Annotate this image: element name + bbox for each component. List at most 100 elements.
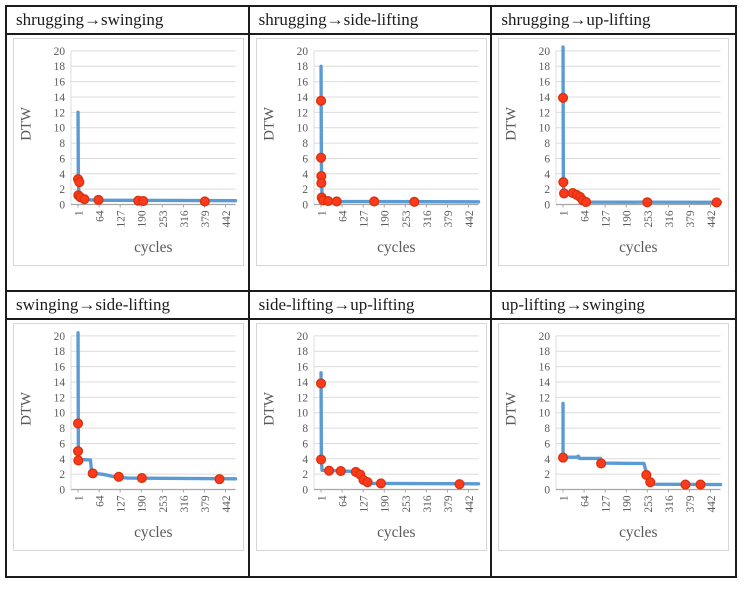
svg-text:253: 253 — [400, 210, 412, 227]
svg-text:20: 20 — [539, 46, 551, 58]
svg-text:8: 8 — [302, 423, 308, 435]
svg-text:4: 4 — [545, 169, 551, 181]
svg-text:10: 10 — [54, 408, 66, 420]
svg-text:4: 4 — [545, 454, 551, 466]
svg-text:8: 8 — [302, 138, 308, 150]
svg-text:16: 16 — [54, 77, 66, 89]
svg-text:4: 4 — [302, 169, 308, 181]
svg-text:18: 18 — [539, 346, 551, 358]
svg-text:DTW: DTW — [261, 392, 277, 426]
svg-text:cycles: cycles — [377, 524, 415, 541]
svg-text:379: 379 — [443, 210, 455, 227]
svg-text:190: 190 — [137, 495, 149, 512]
svg-text:64: 64 — [337, 210, 349, 222]
svg-text:442: 442 — [464, 210, 476, 227]
svg-text:253: 253 — [643, 495, 655, 512]
svg-text:8: 8 — [545, 138, 551, 150]
svg-text:0: 0 — [545, 200, 551, 212]
svg-text:6: 6 — [302, 438, 308, 450]
panel-title-shrugging-up-lifting: shrugging→up-lifting — [492, 7, 735, 35]
svg-text:2: 2 — [545, 184, 551, 196]
svg-text:127: 127 — [116, 210, 128, 227]
svg-text:8: 8 — [59, 423, 65, 435]
panel-shrugging-swinging: 0 2 4 6 8 10 12 14 16 18 20 1 64 127 190 253 316 379 442 DT… — [7, 35, 250, 292]
svg-text:64: 64 — [580, 210, 592, 222]
svg-text:18: 18 — [539, 61, 551, 73]
svg-text:12: 12 — [539, 107, 551, 119]
svg-text:DTW: DTW — [504, 392, 520, 426]
svg-text:6: 6 — [545, 438, 551, 450]
svg-text:1: 1 — [316, 210, 328, 216]
panel-side-lifting-up-lifting: 0 2 4 6 8 10 12 14 16 18 20 1 64 127 190 253 316 379 442 DT… — [249, 320, 493, 576]
svg-text:316: 316 — [664, 210, 676, 227]
svg-text:379: 379 — [200, 210, 212, 227]
svg-text:0: 0 — [302, 485, 308, 497]
svg-text:1: 1 — [73, 210, 85, 216]
svg-text:16: 16 — [296, 77, 308, 89]
svg-text:14: 14 — [296, 377, 308, 389]
dtw-chart-shrugging-swinging: 0 2 4 6 8 10 12 14 16 18 20 1 64 127 190 253 316 379 442 DT… — [18, 46, 238, 256]
svg-text:DTW: DTW — [18, 107, 34, 141]
chart-box: 0 2 4 6 8 10 12 14 16 18 20 1 64 127 190 253 316 379 442 DT… — [255, 323, 487, 551]
svg-text:cycles: cycles — [134, 524, 172, 541]
svg-text:20: 20 — [54, 331, 66, 343]
svg-text:6: 6 — [59, 153, 65, 165]
svg-text:2: 2 — [302, 184, 308, 196]
svg-text:20: 20 — [296, 46, 308, 58]
svg-text:10: 10 — [296, 408, 308, 420]
svg-text:64: 64 — [95, 495, 107, 507]
svg-text:cycles: cycles — [134, 239, 172, 256]
panel-up-lifting-swinging: 0 2 4 6 8 10 12 14 16 18 20 1 64 127 190 253 316 379 442 DT… — [492, 320, 735, 576]
dtw-chart-shrugging-side-lifting: 0 2 4 6 8 10 12 14 16 18 20 1 64 127 190 253 316 379 442 DT… — [261, 46, 480, 256]
svg-text:190: 190 — [137, 210, 149, 227]
figure-table: shrugging→swinging shrugging→side-liftin… — [5, 5, 737, 578]
panel-title-swinging-side-lifting: swinging→side-lifting — [7, 292, 250, 320]
svg-text:4: 4 — [59, 454, 65, 466]
svg-text:1: 1 — [559, 210, 571, 216]
svg-text:127: 127 — [358, 210, 370, 227]
svg-text:190: 190 — [622, 495, 634, 512]
svg-text:1: 1 — [73, 495, 85, 501]
svg-text:442: 442 — [221, 495, 233, 512]
svg-text:0: 0 — [302, 200, 308, 212]
svg-text:316: 316 — [179, 495, 191, 512]
panel-swinging-side-lifting: 0 2 4 6 8 10 12 14 16 18 20 1 64 127 190 253 316 379 442 DT… — [7, 320, 250, 576]
panel-title-shrugging-side-lifting: shrugging→side-lifting — [249, 7, 493, 35]
svg-text:20: 20 — [54, 46, 66, 58]
svg-text:18: 18 — [54, 61, 66, 73]
panel-shrugging-up-lifting: 0 2 4 6 8 10 12 14 16 18 20 1 64 127 190 253 316 379 442 DT… — [492, 35, 735, 292]
svg-text:253: 253 — [158, 210, 170, 227]
svg-text:316: 316 — [179, 210, 191, 227]
svg-text:442: 442 — [464, 495, 476, 512]
svg-text:0: 0 — [59, 200, 65, 212]
svg-text:14: 14 — [54, 377, 66, 389]
svg-text:64: 64 — [337, 495, 349, 507]
svg-text:DTW: DTW — [504, 107, 520, 141]
svg-text:10: 10 — [296, 123, 308, 135]
chart-box: 0 2 4 6 8 10 12 14 16 18 20 1 64 127 190 253 316 379 442 DT… — [498, 38, 730, 266]
svg-text:127: 127 — [601, 495, 613, 512]
svg-text:442: 442 — [221, 210, 233, 227]
svg-text:DTW: DTW — [18, 392, 34, 426]
svg-text:127: 127 — [116, 495, 128, 512]
svg-text:0: 0 — [545, 485, 551, 497]
svg-text:12: 12 — [296, 107, 308, 119]
panel-title-up-lifting-swinging: up-lifting→swinging — [492, 292, 735, 320]
svg-text:18: 18 — [296, 346, 308, 358]
svg-text:10: 10 — [539, 408, 551, 420]
svg-text:2: 2 — [59, 469, 65, 481]
svg-text:12: 12 — [539, 392, 551, 404]
chart-box: 0 2 4 6 8 10 12 14 16 18 20 1 64 127 190 253 316 379 442 DT… — [13, 323, 244, 551]
svg-text:1: 1 — [559, 495, 571, 501]
panel-title-shrugging-swinging: shrugging→swinging — [7, 7, 250, 35]
panel-shrugging-side-lifting: 0 2 4 6 8 10 12 14 16 18 20 1 64 127 190 253 316 379 442 DT… — [249, 35, 493, 292]
dtw-chart-shrugging-up-lifting: 0 2 4 6 8 10 12 14 16 18 20 1 64 127 190 253 316 379 442 DT… — [504, 45, 723, 256]
svg-text:253: 253 — [158, 495, 170, 512]
svg-text:6: 6 — [302, 153, 308, 165]
svg-text:316: 316 — [664, 495, 676, 512]
svg-text:16: 16 — [296, 362, 308, 374]
svg-text:442: 442 — [706, 495, 718, 512]
svg-text:127: 127 — [601, 210, 613, 227]
svg-text:190: 190 — [379, 495, 391, 512]
svg-text:cycles: cycles — [619, 239, 657, 256]
